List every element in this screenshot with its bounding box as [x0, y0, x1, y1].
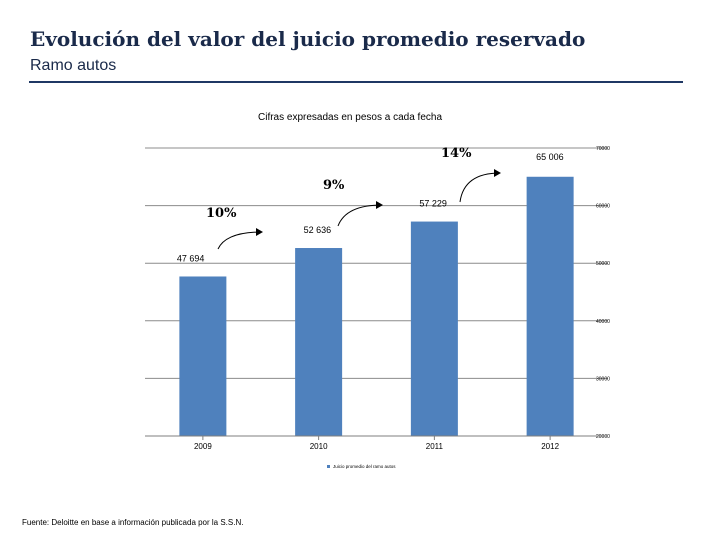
header-divider	[29, 81, 683, 83]
x-tick-label: 2011	[426, 442, 444, 451]
bar	[410, 221, 458, 436]
growth-arrow	[337, 201, 383, 227]
page-title: Evolución del valor del juicio promedio …	[30, 27, 586, 51]
source-note: Fuente: Deloitte en base a información p…	[22, 518, 244, 527]
x-tick-label: 2012	[541, 442, 559, 451]
growth-label: 10%	[206, 206, 237, 221]
x-tick-label: 2009	[194, 442, 212, 451]
data-label: 52 636	[304, 225, 332, 235]
y-tick-label: 20000	[596, 434, 610, 440]
growth-arrow	[459, 169, 501, 203]
chart-title: Cifras expresadas en pesos a cada fecha	[258, 112, 442, 123]
data-label: 65 006	[536, 152, 564, 162]
y-tick-label: 70000	[596, 146, 610, 152]
growth-label: 14%	[441, 146, 472, 161]
legend-marker	[327, 465, 330, 468]
growth-arrow	[217, 228, 263, 250]
y-tick-label: 30000	[596, 376, 610, 382]
page-subtitle: Ramo autos	[30, 57, 117, 74]
legend-label: Juicio promedio del ramo autos	[333, 464, 396, 469]
y-tick-label: 40000	[596, 319, 610, 325]
y-tick-label: 50000	[596, 261, 610, 267]
data-label: 57 229	[419, 199, 447, 209]
data-label: 47 694	[177, 253, 205, 263]
bar	[295, 248, 343, 436]
x-tick-label: 2010	[310, 442, 328, 451]
bar	[526, 176, 574, 436]
y-tick-label: 60000	[596, 204, 610, 210]
growth-label: 9%	[323, 178, 345, 193]
bar	[179, 276, 227, 436]
